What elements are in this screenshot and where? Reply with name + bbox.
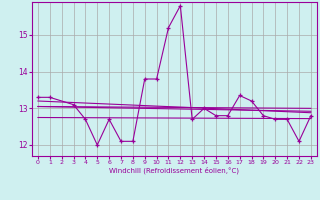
X-axis label: Windchill (Refroidissement éolien,°C): Windchill (Refroidissement éolien,°C) (109, 167, 239, 174)
